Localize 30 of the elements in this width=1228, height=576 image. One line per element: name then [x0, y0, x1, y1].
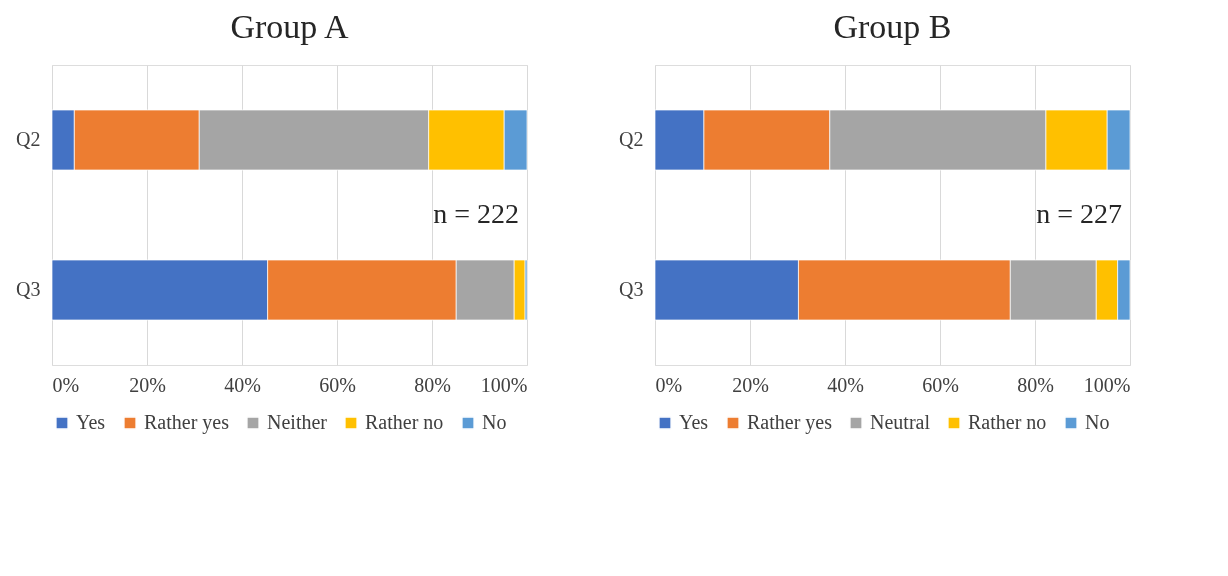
y-tick-label: Q2 — [16, 128, 41, 150]
legend-label: Rather yes — [144, 411, 230, 434]
annotation: n = 222 — [433, 198, 519, 229]
y-tick-label: Q3 — [16, 278, 41, 300]
x-tick-label: 60% — [319, 373, 356, 396]
legend-label: Rather no — [365, 411, 444, 433]
chart-title: Group B — [833, 8, 952, 45]
x-tick-label: 0% — [52, 373, 80, 396]
legend-label: Yes — [76, 411, 106, 433]
legend-label: No — [1085, 411, 1110, 433]
x-tick-label: 60% — [922, 373, 959, 396]
x-tick-label: 20% — [129, 373, 166, 396]
x-tick-label: 40% — [827, 373, 864, 396]
x-tick-label: 80% — [1017, 373, 1054, 396]
x-tick-label: 100% — [1083, 373, 1131, 396]
x-tick-label: 100% — [480, 373, 528, 396]
y-tick-label: Q3 — [619, 278, 644, 300]
x-tick-label: 20% — [732, 373, 769, 396]
annotation: n = 227 — [1036, 198, 1122, 229]
chart-title: Group A — [230, 8, 349, 45]
legend-label: Neither — [267, 411, 328, 433]
x-tick-label: 40% — [224, 373, 261, 396]
legend-label: No — [482, 411, 507, 433]
legend-label: Rather no — [968, 411, 1047, 433]
legend-label: Yes — [679, 411, 709, 433]
legend-label: Neutral — [870, 411, 931, 433]
legend-label: Rather yes — [747, 411, 833, 434]
x-tick-label: 0% — [655, 373, 683, 396]
x-tick-label: 80% — [414, 373, 451, 396]
y-tick-label: Q2 — [619, 128, 644, 150]
